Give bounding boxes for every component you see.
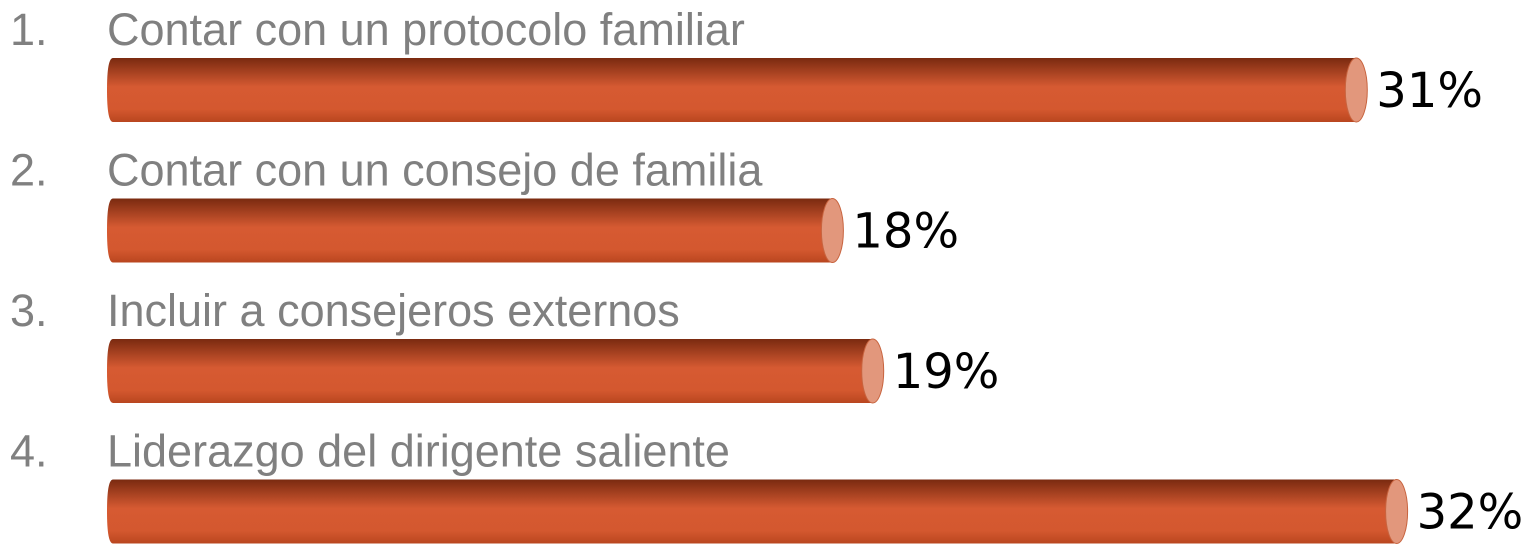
category-label: Contar con un protocolo familiar	[107, 4, 745, 55]
bar	[107, 57, 1368, 123]
category-label: Incluir a consejeros externos	[107, 285, 680, 336]
list-marker: 3.	[10, 285, 48, 336]
list-marker: 4.	[10, 426, 48, 477]
category-label: Liderazgo del dirigente saliente	[107, 426, 730, 477]
value-label: 32%	[1417, 485, 1524, 541]
value-label: 31%	[1376, 63, 1483, 119]
value-label: 18%	[852, 204, 959, 260]
value-label: 19%	[893, 344, 1000, 400]
list-marker: 2.	[10, 145, 48, 196]
list-marker: 1.	[10, 4, 48, 55]
bar	[107, 198, 844, 263]
bar	[107, 338, 885, 404]
category-label: Contar con un consejo de familia	[107, 145, 763, 196]
bar	[107, 479, 1409, 544]
